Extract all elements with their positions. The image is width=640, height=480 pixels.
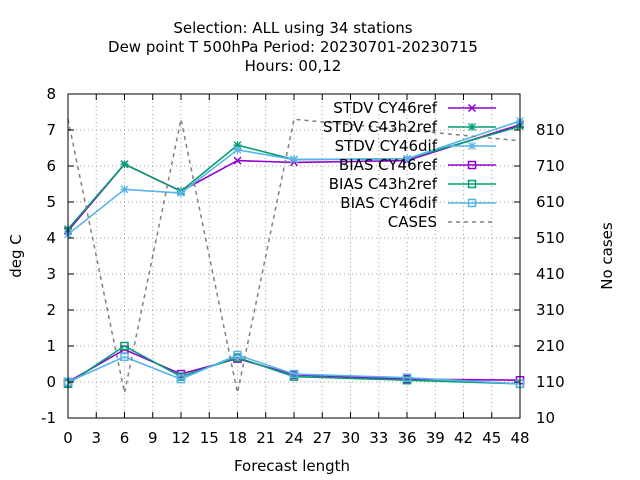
y2-tick-label: 310 [536,301,565,319]
y2-tick-label: 210 [536,337,565,355]
chart-title-line-3: Hours: 00,12 [245,57,342,75]
x-tick-label: 27 [313,429,332,447]
data-point [176,374,186,384]
x-tick-label: 12 [171,429,190,447]
x-tick-label: 6 [120,429,130,447]
y2-tick-label: 710 [536,157,565,175]
legend-entry: STDV CY46ref [333,99,496,117]
x-tick-label: 39 [426,429,445,447]
y2-tick-label: 110 [536,373,565,391]
data-point [233,141,242,150]
legend-entry: STDV CY46dif [335,137,496,155]
series-line [67,354,521,385]
legend-marker [467,198,477,208]
data-point [120,160,129,169]
x-tick-label: 9 [148,429,158,447]
y2-tick-label: 410 [536,265,565,283]
data-point [177,189,185,197]
legend-marker [468,123,476,131]
x-tick-label: 33 [369,429,388,447]
axis-ticks: 0 3 6 9 12 15 18 21 24 27 30 33 36 39 42 45 48-101234567… [41,85,565,447]
y-tick-label: 2 [46,301,56,319]
x-tick-label: 24 [284,429,303,447]
y2-tick-label: 510 [536,229,565,247]
series-layer [63,117,525,393]
y-tick-label: 0 [46,373,56,391]
data-point [403,154,411,163]
data-point [233,145,242,154]
series-cases [67,118,521,393]
legend-marker [467,160,477,170]
legend-marker [467,179,477,189]
y-tick-label: -1 [41,409,56,427]
legend-label: BIAS C43h2ref [329,175,438,193]
series-stdv-cy46dif [64,117,524,239]
data-point [289,369,299,379]
x-tick-label: 36 [397,429,416,447]
y-axis-label: deg C [7,234,25,278]
data-point [120,352,129,362]
x-axis-label: Forecast length [234,457,350,475]
series-line [67,125,521,230]
data-point [233,350,242,360]
legend-marker [467,103,477,113]
legend-label: BIAS CY46dif [340,194,437,212]
legend-entry: STDV C43h2ref [323,118,496,136]
y2-tick-label: 10 [536,409,555,427]
chart-title: Selection: ALL using 34 stations Dew poi… [108,19,478,75]
x-tick-label: 18 [228,429,247,447]
series-line [67,345,521,385]
data-point [290,155,298,164]
legend-label: BIAS CY46ref [339,156,438,174]
grid [68,94,520,418]
chart-title-line-2: Dew point T 500hPa Period: 20230701-2023… [108,38,478,56]
y-tick-label: 8 [46,85,56,103]
legend-marker [468,142,476,150]
y-tick-label: 7 [46,121,56,139]
y-tick-label: 1 [46,337,56,355]
data-point [120,185,129,194]
x-tick-label: 42 [454,429,473,447]
legend-label: CASES [388,213,437,231]
legend-entry: BIAS CY46ref [339,156,496,174]
y-tick-label: 4 [46,229,56,247]
y-tick-label: 6 [46,157,56,175]
legend-label: STDV CY46ref [333,99,438,117]
x-tick-label: 15 [200,429,219,447]
y-tick-label: 3 [46,265,56,283]
y2-axis-label: No cases [598,222,616,290]
x-tick-label: 30 [341,429,360,447]
legend-entry: BIAS C43h2ref [329,175,496,193]
legend-label: STDV C43h2ref [323,118,438,136]
series-line [67,118,521,393]
legend-entry: BIAS CY46dif [340,194,496,212]
data-point [233,156,242,165]
y2-tick-label: 810 [536,121,565,139]
y2-tick-label: 610 [536,193,565,211]
chart-title-line-1: Selection: ALL using 34 stations [173,19,412,37]
y-tick-label: 5 [46,193,56,211]
data-point [402,373,412,382]
legend-label: STDV CY46dif [335,137,438,155]
x-tick-label: 21 [256,429,275,447]
x-tick-label: 0 [63,429,73,447]
x-tick-label: 48 [510,429,529,447]
x-tick-label: 3 [91,429,101,447]
legend-entry: CASES [388,213,496,231]
x-tick-label: 45 [482,429,501,447]
data-point [120,341,129,351]
